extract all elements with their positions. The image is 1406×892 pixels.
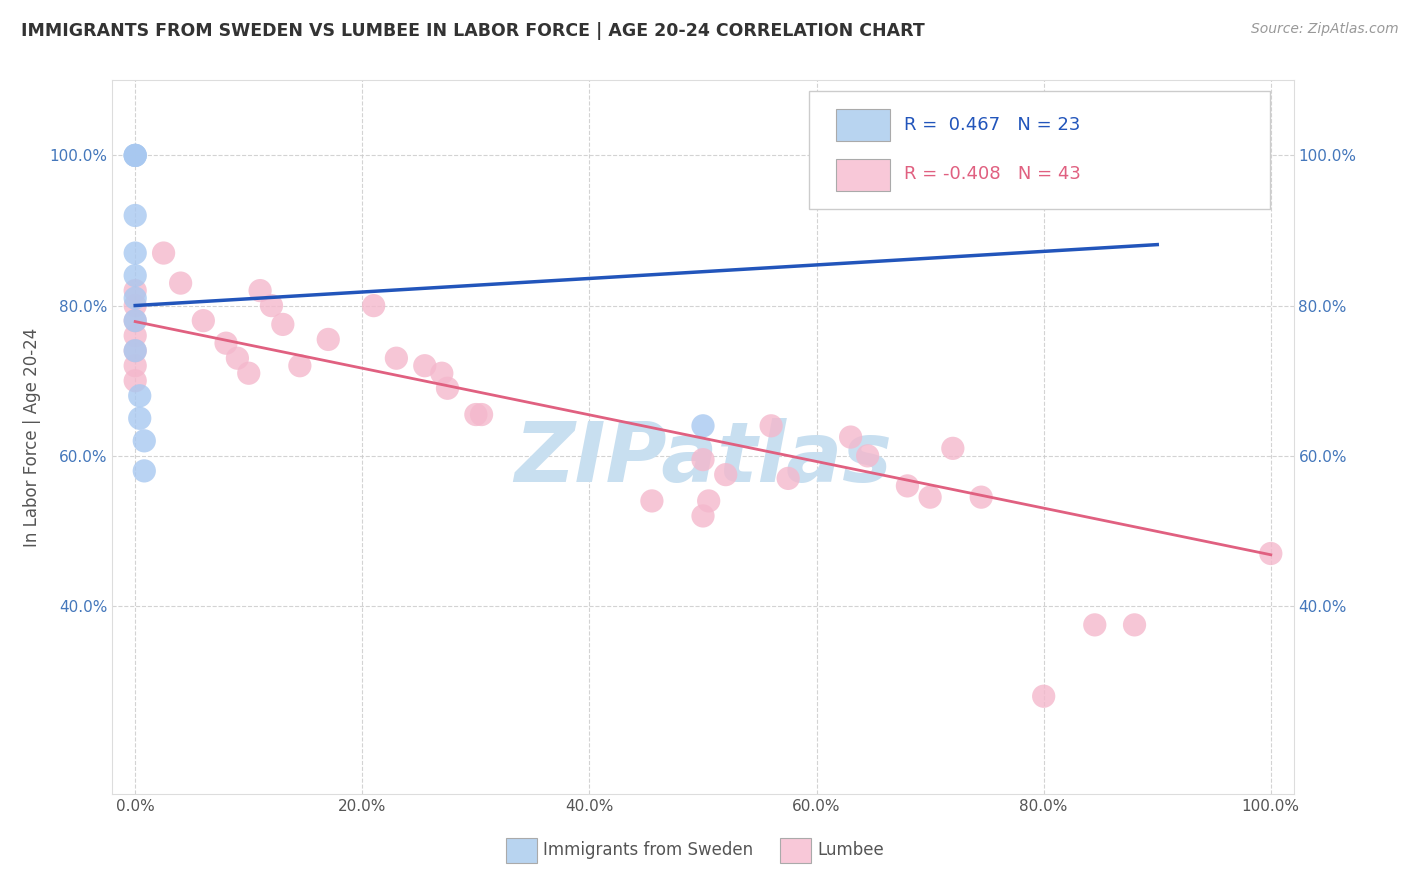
Point [124, 359, 146, 373]
Text: Immigrants from Sweden: Immigrants from Sweden [543, 841, 752, 859]
Point [970, 490, 993, 504]
Point [436, 381, 458, 395]
Point [215, 336, 238, 351]
Point [316, 333, 339, 347]
Point [249, 284, 271, 298]
Text: R =  0.467   N = 23: R = 0.467 N = 23 [904, 116, 1080, 134]
Point [385, 351, 408, 366]
Text: ZIPatlas: ZIPatlas [515, 418, 891, 499]
Point [920, 490, 942, 504]
Point [124, 313, 146, 327]
Text: R = -0.408   N = 43: R = -0.408 N = 43 [904, 166, 1081, 184]
Point [692, 452, 714, 467]
Point [134, 464, 156, 478]
Point [124, 291, 146, 305]
Point [124, 148, 146, 162]
Point [1260, 547, 1282, 561]
Point [124, 148, 146, 162]
Point [1123, 618, 1146, 632]
Point [124, 299, 146, 313]
Point [1084, 618, 1107, 632]
Point [430, 366, 453, 380]
Point [413, 359, 436, 373]
Text: Lumbee: Lumbee [817, 841, 883, 859]
Point [641, 494, 664, 508]
Point [124, 246, 146, 260]
FancyBboxPatch shape [810, 91, 1270, 209]
Point [238, 366, 260, 380]
Point [363, 299, 385, 313]
Point [1226, 148, 1249, 162]
Point [124, 313, 146, 327]
Point [128, 411, 150, 425]
Point [124, 268, 146, 283]
Point [124, 343, 146, 358]
Text: Source: ZipAtlas.com: Source: ZipAtlas.com [1251, 22, 1399, 37]
Point [856, 449, 879, 463]
Point [464, 408, 486, 422]
Point [134, 434, 156, 448]
Point [124, 374, 146, 388]
Point [124, 148, 146, 162]
Point [124, 209, 146, 223]
Point [778, 471, 800, 485]
Point [124, 284, 146, 298]
Point [193, 313, 215, 327]
Point [839, 430, 862, 444]
Bar [837, 109, 890, 141]
Bar [837, 159, 890, 191]
Point [288, 359, 311, 373]
Point [692, 418, 714, 433]
Point [169, 276, 191, 290]
Point [260, 299, 283, 313]
Text: IMMIGRANTS FROM SWEDEN VS LUMBEE IN LABOR FORCE | AGE 20-24 CORRELATION CHART: IMMIGRANTS FROM SWEDEN VS LUMBEE IN LABO… [21, 22, 925, 40]
Point [470, 408, 492, 422]
Point [714, 467, 737, 482]
Point [759, 418, 782, 433]
Point [152, 246, 174, 260]
Point [942, 442, 965, 456]
Point [124, 343, 146, 358]
Y-axis label: In Labor Force | Age 20-24: In Labor Force | Age 20-24 [24, 327, 41, 547]
Point [697, 494, 720, 508]
Point [124, 328, 146, 343]
Point [226, 351, 249, 366]
Point [271, 318, 294, 332]
Point [1032, 690, 1054, 704]
Point [1146, 148, 1168, 162]
Point [896, 479, 918, 493]
Point [128, 389, 150, 403]
Point [692, 508, 714, 523]
